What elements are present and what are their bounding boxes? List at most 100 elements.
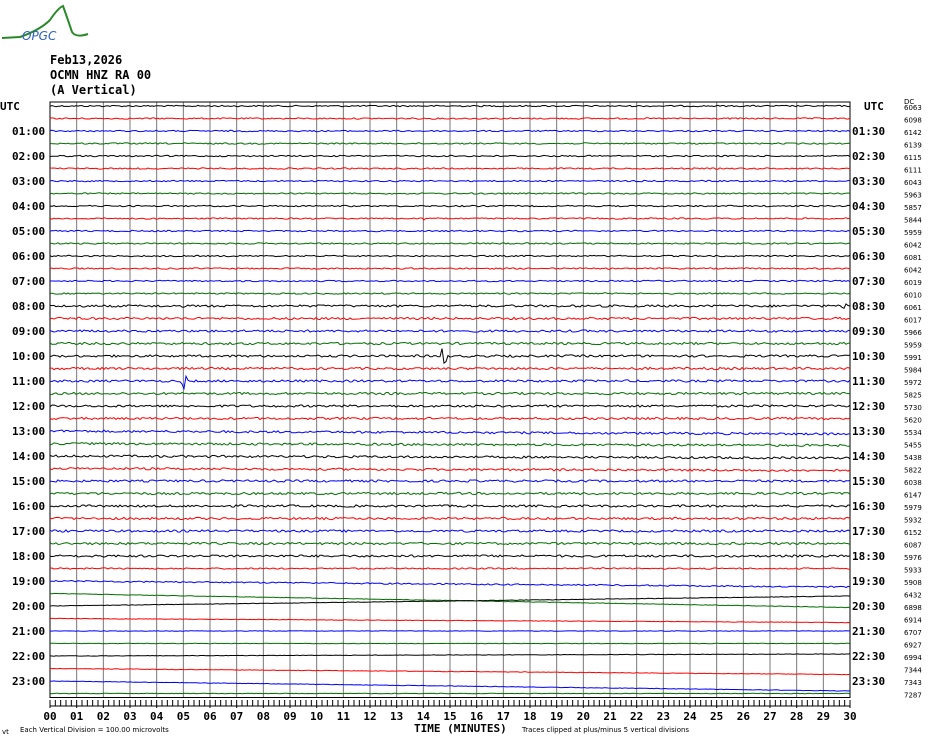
hour-label-right: 11:30 <box>852 375 885 388</box>
hour-label-left: 18:00 <box>12 550 45 563</box>
dc-offset-value: 6147 <box>904 492 922 500</box>
dc-offset-value: 6432 <box>904 592 922 600</box>
seismic-trace <box>49 429 851 436</box>
hour-label-left: 14:00 <box>12 450 45 463</box>
hour-label-left: 05:00 <box>12 225 45 238</box>
station-label: OCMN HNZ RA 00 <box>50 68 152 82</box>
utc-left-label: UTC <box>0 100 20 113</box>
x-axis: 00 01 02 03 04 05 06 07 08 09 10 11 12 13 14 15 16 17 18 19… <box>43 700 857 723</box>
hour-label-left: 10:00 <box>12 350 45 363</box>
x-tick-label: 20 <box>577 710 590 723</box>
x-tick-label: 08 <box>257 710 270 723</box>
dc-offset-value: 7343 <box>904 679 922 687</box>
seismic-trace <box>49 303 851 309</box>
x-tick-label: 12 <box>363 710 376 723</box>
dc-offset-value: 5844 <box>904 217 922 225</box>
seismic-trace <box>49 491 851 496</box>
hour-label-right: 15:30 <box>852 475 885 488</box>
dc-offset-value: 6063 <box>904 104 922 112</box>
dc-offset-value: 5857 <box>904 204 922 212</box>
dc-offset-value: 5908 <box>904 579 922 587</box>
hour-label-left: 17:00 <box>12 525 45 538</box>
hour-label-right: 09:30 <box>852 325 885 338</box>
seismic-trace <box>49 329 851 333</box>
seismic-trace <box>49 341 851 346</box>
hour-label-right: 19:30 <box>852 575 885 588</box>
seismic-trace <box>49 454 851 460</box>
hour-label-left: 06:00 <box>12 250 45 263</box>
x-tick-label: 03 <box>123 710 136 723</box>
x-tick-label: 04 <box>150 710 164 723</box>
hour-label-left: 09:00 <box>12 325 45 338</box>
seismic-trace <box>49 217 851 221</box>
dc-offset-value: 5984 <box>904 367 922 375</box>
hour-label-right: 18:30 <box>852 550 885 563</box>
seismic-trace <box>49 366 851 371</box>
x-tick-label: 30 <box>843 710 856 723</box>
dc-offset-value: 6017 <box>904 317 922 325</box>
x-tick-label: 21 <box>603 710 617 723</box>
traces: 6063 6098 6142 6139 6115 6111 6043 5963 5857 5844… <box>49 104 922 700</box>
hour-label-left: 22:00 <box>12 650 45 663</box>
hour-label-left: 20:00 <box>12 600 45 613</box>
hour-label-left: 07:00 <box>12 275 45 288</box>
dc-offset-value: 5933 <box>904 567 922 575</box>
dc-offset-value: 6914 <box>904 617 922 625</box>
hour-label-right: 06:30 <box>852 250 885 263</box>
seismic-trace <box>49 142 851 145</box>
hour-label-left: 13:00 <box>12 425 45 438</box>
seismic-trace <box>49 441 850 448</box>
dc-offset-value: 6038 <box>904 479 922 487</box>
x-tick-label: 02 <box>97 710 110 723</box>
dc-offset-value: 5620 <box>904 417 922 425</box>
seismic-trace <box>49 254 851 258</box>
dc-offset-value: 5976 <box>904 554 922 562</box>
x-tick-label: 14 <box>417 710 431 723</box>
hour-label-right: 12:30 <box>852 400 885 413</box>
dc-offset-value: 6081 <box>904 254 922 262</box>
dc-offset-value: 6707 <box>904 629 922 637</box>
dc-offset-value: 5979 <box>904 504 922 512</box>
seismic-trace <box>49 179 851 183</box>
dc-offset-value: 6111 <box>904 167 922 175</box>
x-tick-label: 01 <box>70 710 84 723</box>
hour-label-right: 20:30 <box>852 600 885 613</box>
seismic-trace <box>49 229 851 233</box>
date-label: Feb13,2026 <box>50 53 123 67</box>
plot-frame <box>49 101 851 698</box>
seismic-trace <box>49 154 851 158</box>
hour-label-left: 16:00 <box>12 500 45 513</box>
dc-offset-value: 5959 <box>904 342 922 350</box>
x-tick-label: 24 <box>683 710 697 723</box>
clip-note: Traces clipped at plus/minus 5 vertical … <box>521 726 689 734</box>
seismic-trace <box>49 267 851 270</box>
component-label: (A Vertical) <box>50 83 137 97</box>
corner-mark: vt <box>2 728 9 736</box>
hour-label-right: 05:30 <box>852 225 885 238</box>
hour-label-right: 23:30 <box>852 675 885 688</box>
seismic-trace <box>49 504 851 508</box>
hour-label-right: 10:30 <box>852 350 885 363</box>
dc-offset-value: 5963 <box>904 192 922 200</box>
dc-offset-value: 5822 <box>904 467 922 475</box>
seismic-trace <box>49 595 851 607</box>
seismic-trace <box>49 374 851 391</box>
hour-label-right: 17:30 <box>852 525 885 538</box>
dc-offset-value: 6043 <box>904 179 922 187</box>
hour-label-right: 22:30 <box>852 650 885 663</box>
x-tick-label: 09 <box>283 710 296 723</box>
dc-offset-value: 6019 <box>904 279 922 287</box>
x-tick-label: 17 <box>497 710 510 723</box>
dc-offset-value: 6994 <box>904 654 922 662</box>
x-tick-label: 28 <box>790 710 803 723</box>
seismic-trace <box>49 192 851 195</box>
seismic-trace <box>49 554 851 558</box>
hour-label-left: 23:00 <box>12 675 45 688</box>
hour-label-right: 07:30 <box>852 275 885 288</box>
seismic-trace <box>49 129 851 133</box>
dc-offset-value: 6142 <box>904 129 922 137</box>
hour-label-left: 08:00 <box>12 300 45 313</box>
x-tick-label: 00 <box>43 710 56 723</box>
hour-label-right: 04:30 <box>852 200 885 213</box>
